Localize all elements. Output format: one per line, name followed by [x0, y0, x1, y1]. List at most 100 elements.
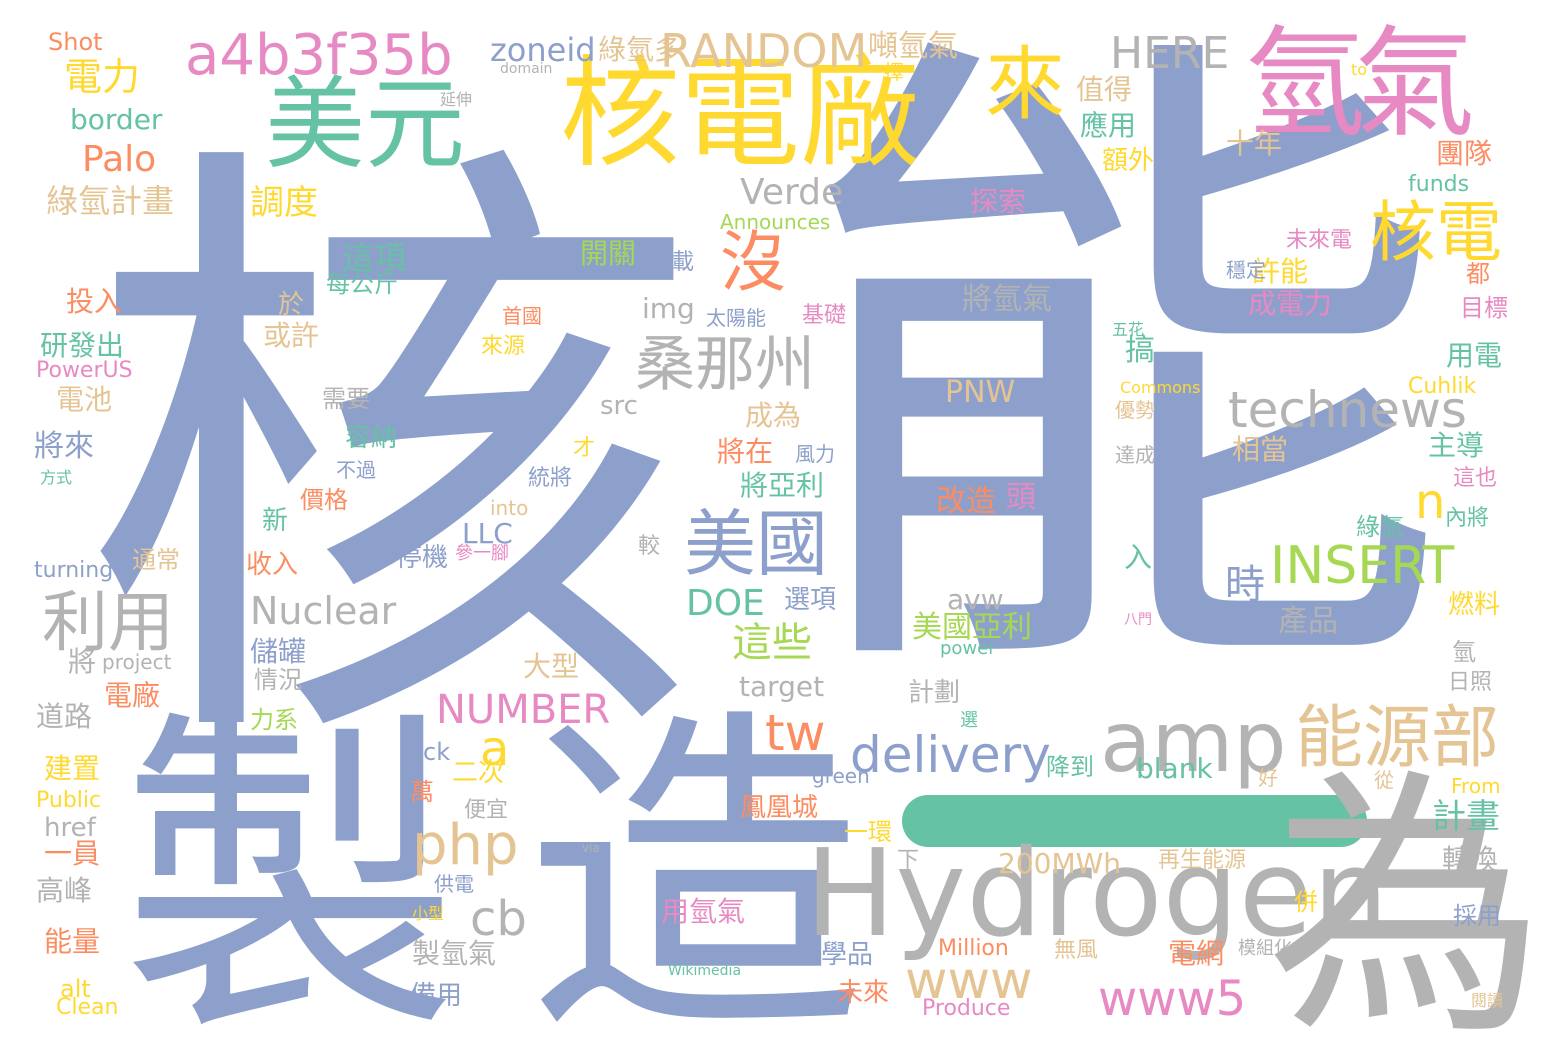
cloud-word: 一環	[844, 818, 892, 846]
cloud-word: 將在	[717, 435, 774, 468]
cloud-word: 收入	[246, 550, 299, 580]
cloud-word: 綠氫計畫	[46, 182, 175, 220]
cloud-word: 延伸	[440, 90, 473, 109]
cloud-word: 核電廠	[560, 45, 920, 184]
cloud-word: domain	[500, 61, 553, 77]
cloud-word: Shot	[48, 28, 103, 56]
cloud-word: 需要	[322, 385, 370, 413]
cloud-word: a4b3f35b	[185, 23, 453, 88]
cloud-word: 日照	[1448, 670, 1493, 695]
cloud-word: 併	[1294, 888, 1318, 916]
cloud-word: 穩定	[1226, 258, 1266, 282]
cloud-word: INSERT	[1270, 536, 1455, 596]
cloud-word: 五花	[1112, 320, 1145, 339]
cloud-word: 高峰	[36, 874, 93, 907]
cloud-word: a	[480, 721, 510, 777]
cloud-word: 每公斤	[326, 270, 398, 298]
cloud-word: 將來	[34, 429, 94, 464]
cloud-word: 一員	[44, 837, 101, 870]
cloud-word: 容納	[345, 423, 398, 453]
cloud-word: 較	[638, 534, 661, 559]
cloud-word: 模組化	[1238, 938, 1292, 959]
cloud-word: 桑那州	[635, 330, 815, 400]
cloud-word: 應用	[1080, 109, 1137, 142]
cloud-word: 主導	[1428, 429, 1485, 462]
cloud-word: Cuhlik	[1408, 374, 1477, 399]
cloud-word: tw	[765, 704, 826, 762]
cloud-word: 價格	[300, 486, 348, 514]
cloud-word: 相當	[1232, 433, 1289, 466]
cloud-word: 達成	[1115, 443, 1155, 467]
cloud-word: 成為	[745, 399, 802, 432]
cloud-word: 值得	[1076, 73, 1133, 106]
cloud-word: RANDOM	[660, 24, 868, 78]
cloud-word: 於	[278, 290, 305, 320]
cloud-word: 氣	[1355, 15, 1475, 154]
cloud-word: 綠氫	[1356, 513, 1404, 541]
cloud-word: href	[44, 813, 96, 843]
cloud-word: ck	[423, 738, 451, 766]
cloud-word: 調度	[250, 183, 318, 223]
cloud-word: Nuclear	[250, 589, 397, 633]
dash-mark	[902, 795, 1367, 847]
cloud-word: cb	[470, 891, 527, 947]
cloud-word: NUMBER	[436, 687, 611, 733]
cloud-word: 道路	[36, 700, 93, 733]
cloud-word: 沒	[720, 224, 786, 301]
cloud-word: 通常	[132, 546, 180, 574]
cloud-word: 這也	[1453, 466, 1498, 491]
cloud-word: 供電	[434, 872, 474, 896]
cloud-word: 美國亞利	[912, 610, 1032, 645]
cloud-word: 用電	[1446, 339, 1503, 372]
cloud-word: 開關	[580, 237, 637, 270]
cloud-word: 未來電	[1286, 228, 1353, 253]
cloud-word: technews	[1228, 381, 1467, 439]
cloud-word: 噸氫氣	[868, 29, 958, 64]
cloud-word: avw	[947, 583, 1004, 616]
cloud-word: delivery	[850, 726, 1051, 784]
cloud-word: 好	[1258, 766, 1278, 790]
cloud-word: Clean	[56, 995, 119, 1020]
cloud-word: 頭	[1006, 480, 1036, 515]
cloud-word: 選項	[784, 585, 837, 615]
cloud-word: funds	[1408, 172, 1470, 197]
cloud-word: 來	[985, 38, 1065, 131]
cloud-word: www	[905, 951, 1033, 1011]
cloud-word: power	[940, 638, 996, 659]
cloud-word: 採用	[1453, 902, 1501, 930]
cloud-word: 來源	[481, 334, 526, 359]
cloud-word: 或許	[263, 319, 320, 352]
cloud-word: 200MWh	[998, 847, 1122, 880]
cloud-word: 降到	[1046, 753, 1094, 781]
cloud-word: zoneid	[490, 31, 596, 69]
cloud-word: project	[102, 650, 172, 674]
cloud-word: 無風	[1054, 938, 1099, 963]
cloud-word: 鳳凰城	[740, 793, 819, 823]
cloud-word: 製氫氣	[412, 937, 497, 970]
cloud-word: 利用	[42, 584, 174, 661]
cloud-word: border	[70, 103, 163, 136]
cloud-word: 成電力	[1248, 287, 1333, 320]
cloud-word: 這項	[342, 239, 407, 277]
cloud-word: 停機	[396, 543, 449, 573]
cloud-word: 入	[1124, 541, 1153, 574]
cloud-word: 基載	[650, 250, 695, 275]
cloud-word: 情況	[254, 666, 302, 694]
cloud-word: 化學品	[795, 940, 874, 970]
cloud-word: php	[412, 813, 519, 878]
cloud-word: 參一腳	[455, 543, 509, 564]
cloud-word: 用氫氣	[661, 895, 746, 928]
cloud-word: amp	[1100, 693, 1287, 791]
cloud-word: 能源部	[1295, 699, 1500, 778]
cloud-word: Palo	[82, 139, 157, 180]
cloud-word: 投入	[66, 285, 123, 318]
cloud-word: 下	[897, 848, 920, 873]
cloud-word: 氫	[1452, 638, 1476, 666]
cloud-word: 將	[68, 645, 97, 678]
cloud-word: 將氫氣	[962, 282, 1052, 317]
cloud-word: 這些	[732, 620, 812, 666]
cloud-word: 團隊	[1436, 137, 1493, 170]
cloud-word: Hydrogen	[805, 825, 1389, 964]
cloud-word: Produce	[922, 996, 1011, 1021]
cloud-word: 改造	[936, 484, 996, 519]
